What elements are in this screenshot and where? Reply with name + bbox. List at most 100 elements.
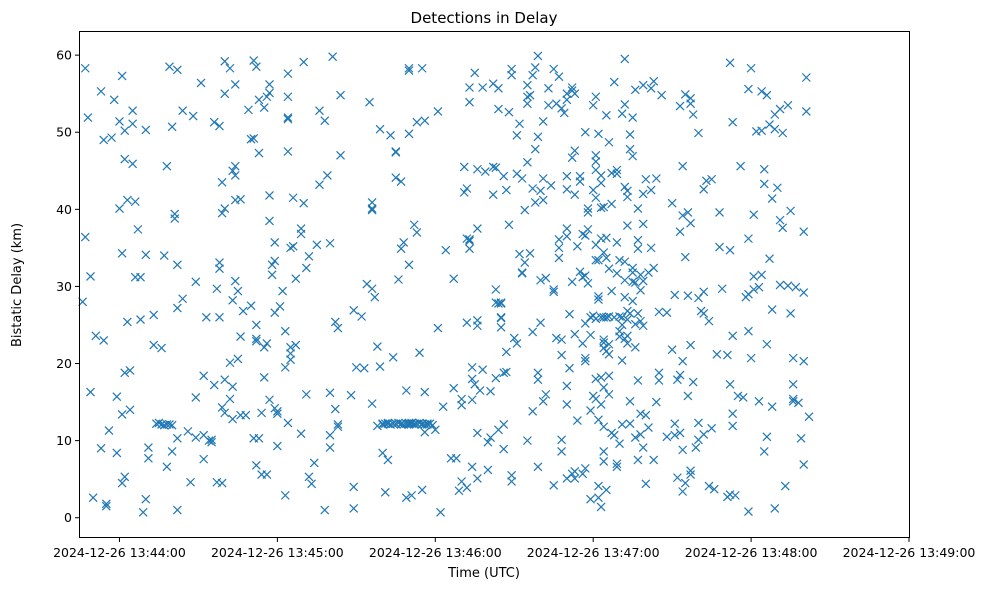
data-point: [478, 83, 488, 92]
data-point: [738, 393, 748, 402]
data-point: [96, 443, 106, 453]
data-point: [607, 199, 617, 209]
data-point: [601, 312, 611, 322]
data-point: [646, 243, 656, 253]
data-point: [633, 244, 643, 254]
data-point: [217, 478, 227, 488]
data-point: [120, 472, 130, 482]
data-point: [112, 448, 122, 458]
data-point: [599, 457, 609, 466]
data-point: [604, 389, 614, 399]
data-point: [583, 204, 593, 213]
data-point: [272, 409, 282, 419]
data-point: [591, 255, 601, 265]
data-point: [757, 86, 767, 96]
data-point: [615, 255, 624, 265]
data-point: [378, 448, 388, 458]
data-point: [159, 251, 169, 261]
data-point: [649, 455, 659, 465]
data-point: [709, 484, 719, 494]
data-point: [612, 169, 622, 179]
data-point: [636, 430, 645, 439]
data-point: [530, 63, 540, 72]
data-point: [651, 174, 661, 183]
data-point: [604, 137, 614, 147]
data-point: [496, 312, 506, 322]
data-point: [462, 318, 472, 328]
data-point: [459, 187, 469, 197]
data-point: [799, 356, 809, 366]
data-point: [728, 409, 738, 419]
data-point: [604, 264, 614, 274]
data-point: [699, 287, 709, 297]
data-point: [107, 133, 117, 143]
data-point: [601, 253, 611, 263]
data-point: [533, 462, 543, 472]
data-point: [699, 184, 709, 194]
data-point: [220, 89, 230, 99]
y-tick-label: 0: [64, 510, 72, 525]
data-point: [699, 430, 709, 439]
data-point: [617, 356, 627, 365]
data-point: [162, 161, 172, 171]
data-point: [136, 315, 145, 325]
data-point: [788, 394, 798, 404]
data-point: [512, 130, 522, 140]
data-point: [744, 84, 753, 94]
data-point: [528, 406, 538, 416]
data-point: [494, 83, 503, 93]
data-point: [620, 275, 630, 285]
data-point: [772, 183, 782, 193]
data-point: [470, 68, 480, 78]
data-point: [120, 126, 130, 136]
data-point: [633, 204, 643, 213]
data-point: [357, 312, 367, 321]
data-point: [404, 63, 414, 73]
data-point: [612, 459, 622, 469]
data-point: [770, 504, 780, 513]
data-point: [530, 144, 540, 154]
data-point: [554, 234, 564, 244]
data-point: [759, 446, 769, 456]
data-point: [265, 88, 274, 98]
data-point: [404, 66, 414, 75]
data-point: [557, 335, 567, 345]
data-point: [746, 353, 756, 363]
data-point: [333, 422, 343, 432]
data-point: [620, 292, 630, 302]
data-point: [525, 90, 535, 100]
data-point: [209, 117, 219, 127]
data-point: [254, 433, 264, 443]
data-point: [299, 57, 309, 67]
data-point: [265, 216, 274, 226]
data-point: [788, 396, 798, 406]
data-point: [507, 470, 517, 480]
data-point: [633, 376, 643, 385]
data-point: [88, 493, 98, 503]
data-point: [625, 396, 635, 406]
data-point: [549, 480, 559, 490]
data-point: [391, 173, 401, 183]
data-point: [594, 481, 603, 491]
data-point: [686, 340, 695, 350]
data-point: [541, 273, 551, 283]
data-point: [496, 298, 506, 308]
data-point: [594, 415, 603, 425]
data-point: [475, 386, 485, 395]
data-point: [570, 190, 580, 200]
data-point: [315, 180, 324, 190]
data-point: [801, 73, 811, 82]
data-point: [799, 460, 809, 469]
x-tick-label: 2024-12-26 13:44:00: [53, 545, 186, 560]
data-point: [330, 317, 340, 327]
data-point: [149, 310, 159, 320]
data-point: [675, 101, 685, 111]
data-point: [499, 420, 509, 429]
data-point: [325, 388, 335, 398]
data-point: [291, 274, 301, 284]
data-point: [596, 502, 606, 512]
data-point: [604, 339, 614, 349]
data-point: [325, 238, 335, 248]
data-point: [404, 260, 414, 270]
x-tick-label: 2024-12-26 13:45:00: [211, 545, 344, 560]
